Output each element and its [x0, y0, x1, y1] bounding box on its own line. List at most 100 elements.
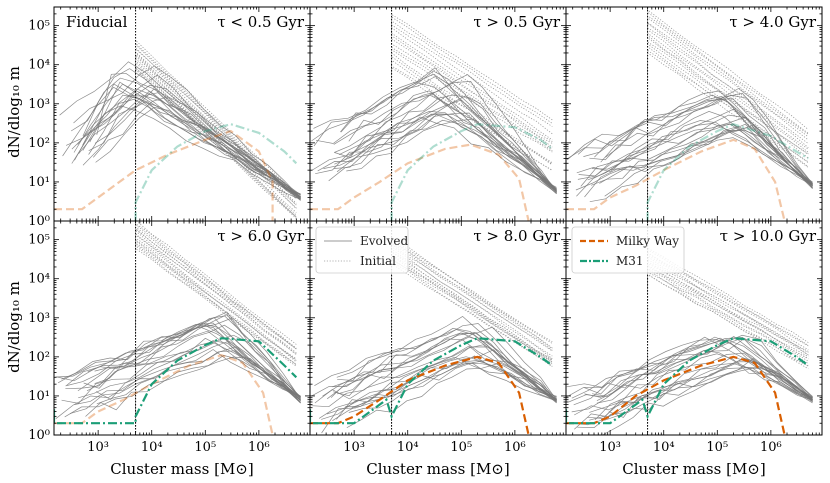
m31-curve	[390, 123, 553, 221]
milky-way-curve	[566, 138, 786, 221]
initial-line-11	[647, 22, 809, 221]
evolved-line-20	[313, 67, 557, 191]
evolved-line-3	[345, 356, 557, 407]
y-tick-label: 10⁴	[28, 58, 50, 73]
initial-line-12	[647, 21, 809, 221]
evolved-line-6	[578, 123, 813, 189]
initial-line-13	[391, 240, 553, 435]
panel-frame	[565, 6, 823, 222]
initial-line-8	[647, 32, 809, 221]
fiducial-label: Fiducial	[66, 13, 128, 31]
initial-line-7	[135, 237, 297, 435]
evolved-line-18	[65, 334, 301, 401]
initial-line-10	[391, 34, 553, 221]
evolved-line-10	[78, 92, 301, 198]
panel-label: τ > 10.0 Gyr	[720, 227, 817, 245]
evolved-line-17	[331, 326, 557, 401]
panel-lines	[54, 221, 301, 435]
evolved-line-18	[589, 98, 813, 189]
initial-line-3	[647, 271, 809, 435]
evolved-line-2	[314, 328, 557, 401]
evolved-line-18	[321, 363, 557, 434]
x-tick-label: 10⁴	[141, 440, 163, 455]
evolved-line-11	[567, 98, 813, 185]
evolved-line-12	[336, 349, 557, 420]
evolved-line-7	[65, 84, 301, 199]
panels-layer: 10⁰ 10¹ 10² 10³ 10⁴ 10⁵ τ < 0.5 Gyr Fiducial τ >…	[28, 6, 823, 455]
m31-curve	[54, 337, 298, 425]
initial-line-5	[391, 254, 553, 435]
evolved-line-8	[69, 350, 301, 414]
evolved-line-9	[566, 92, 813, 185]
initial-line-13	[391, 24, 553, 221]
evolved-line-8	[328, 119, 557, 192]
evolved-line-7	[85, 355, 301, 417]
evolved-line-17	[587, 120, 813, 186]
initial-line-15	[647, 11, 809, 221]
evolved-line-3	[591, 108, 813, 185]
evolved-line-3	[55, 349, 301, 419]
evolved-line-19	[566, 336, 813, 401]
evolved-line-3	[73, 83, 301, 200]
initial-line-10	[135, 229, 297, 435]
initial-line-4	[135, 64, 297, 221]
initial-line-15	[647, 249, 809, 435]
milky-way-curve	[54, 129, 274, 221]
x-tick-label: 10⁴	[653, 440, 675, 455]
initial-line-3	[135, 66, 297, 221]
labels-layer: dN/dlog₁₀ m dN/dlog₁₀ m Cluster mass [M⊙…	[5, 66, 766, 478]
x-tick-label: 10⁶	[760, 440, 782, 455]
initial-line-11	[391, 243, 553, 435]
evolved-line-4	[576, 123, 813, 197]
panel-lines	[310, 7, 557, 221]
initial-line-1	[391, 67, 553, 221]
evolved-line-19	[599, 125, 813, 185]
m31-curve	[566, 337, 809, 425]
evolved-line-4	[338, 92, 557, 189]
initial-line-2	[391, 65, 553, 221]
evolved-line-16	[330, 332, 557, 402]
evolved-line-16	[604, 126, 813, 197]
m31-curve	[646, 123, 809, 221]
panel-label: τ > 4.0 Gyr	[729, 13, 816, 31]
initial-line-3	[135, 243, 297, 435]
panel-frame	[565, 220, 823, 436]
y-tick-label: 10²	[28, 136, 50, 151]
panel-2: τ > 0.5 Gyr	[309, 6, 567, 222]
evolved-line-8	[336, 323, 557, 403]
initial-line-16	[135, 221, 297, 435]
evolved-line-19	[334, 94, 557, 189]
evolved-line-8	[71, 105, 301, 200]
evolved-line-22	[334, 96, 557, 192]
initial-line-6	[135, 239, 297, 435]
legend-box	[315, 226, 409, 274]
evolved-line-15	[77, 74, 301, 196]
evolved-line-1	[583, 94, 813, 187]
initial-line-12	[135, 227, 297, 435]
evolved-line-2	[571, 339, 813, 399]
y-tick-label: 10⁰	[28, 428, 50, 443]
initial-line-6	[391, 48, 553, 221]
evolved-line-2	[73, 65, 301, 198]
initial-line-1	[135, 68, 297, 221]
initial-line-14	[647, 252, 809, 435]
initial-line-14	[135, 224, 297, 435]
initial-line-16	[647, 9, 809, 221]
evolved-line-16	[584, 338, 813, 403]
evolved-line-4	[337, 315, 557, 403]
y-axis-label-bottom: dN/dlog₁₀ m	[5, 281, 23, 373]
panel-3: τ > 4.0 Gyr	[565, 6, 823, 222]
initial-line-9	[647, 260, 809, 435]
x-tick-label: 10⁵	[450, 440, 472, 455]
initial-line-4	[647, 43, 809, 221]
panel-lines	[566, 221, 813, 435]
evolved-line-21	[82, 83, 301, 199]
initial-line-5	[647, 41, 809, 221]
evolved-line-17	[596, 336, 813, 404]
y-tick-label: 10⁵	[28, 233, 50, 248]
evolved-line-22	[326, 355, 557, 415]
panel-label: τ < 0.5 Gyr	[217, 13, 304, 31]
initial-line-1	[135, 247, 297, 435]
initial-line-6	[647, 265, 809, 435]
